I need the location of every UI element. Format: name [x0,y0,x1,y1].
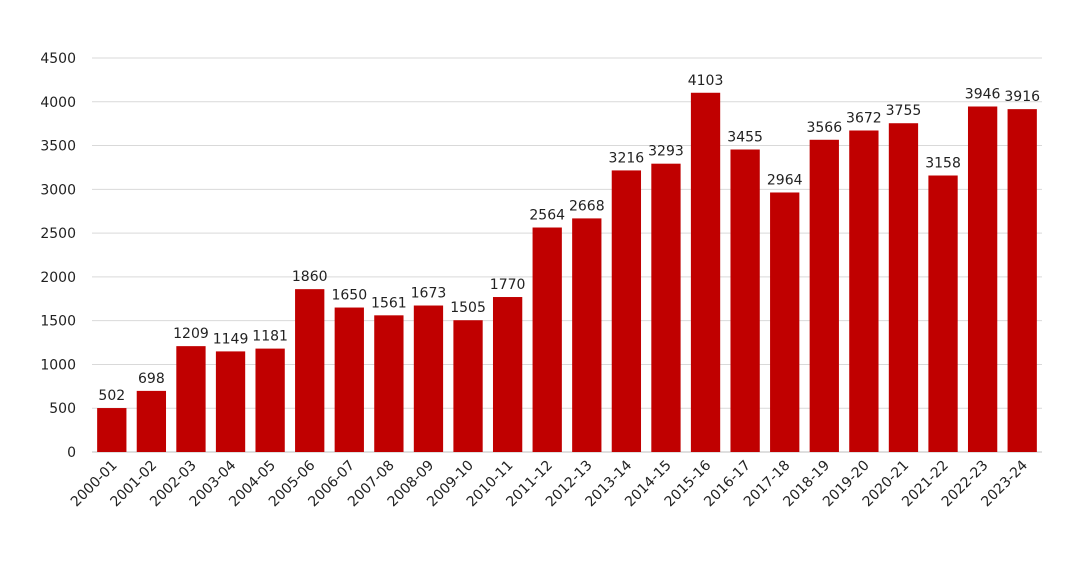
bar-2009-10 [453,320,483,452]
bars [97,92,1037,453]
bar-2007-08 [374,315,404,452]
y-tick-label-1000: 1000 [40,357,76,373]
data-label-2003-04: 1149 [213,331,249,347]
data-label-2011-12: 2564 [529,208,565,224]
data-label-2013-14: 3216 [609,150,645,166]
y-axis-ticks: 0 500 1000 1500 2000 2500 3000 3500 4000 4500 [40,51,76,461]
bar-2006-07 [334,307,364,452]
bar-2020-21 [888,123,919,453]
bar-2015-16 [690,92,721,452]
bar-2000-01 [97,408,127,452]
bar-2008-09 [413,305,444,452]
y-tick-label-500: 500 [49,401,76,417]
y-tick-label-4500: 4500 [40,51,76,67]
bar-2019-20 [849,130,879,452]
bar-2018-19 [809,139,839,452]
y-tick-label-4000: 4000 [40,95,76,111]
bar-2011-12 [532,227,562,452]
data-label-2002-03: 1209 [173,326,209,342]
data-label-2001-02: 698 [138,371,165,387]
data-label-2004-05: 1181 [252,329,288,345]
data-label-2022-23: 3946 [965,87,1001,103]
data-label-2014-15: 3293 [648,144,684,160]
data-label-2007-08: 1561 [371,295,407,311]
y-tick-label-0: 0 [67,445,76,461]
bar-2001-02 [136,390,167,452]
bar-2017-18 [770,192,800,452]
data-label-2019-20: 3672 [846,110,882,126]
data-label-2021-22: 3158 [925,155,961,171]
data-label-2000-01: 502 [98,388,125,404]
data-label-2017-18: 2964 [767,172,803,188]
data-label-2008-09: 1673 [411,286,447,302]
data-label-2015-16: 4103 [688,73,724,89]
data-label-2006-07: 1650 [331,288,367,304]
gridlines [92,57,1042,453]
data-label-2023-24: 3916 [1004,89,1040,105]
bar-2004-05 [255,348,285,452]
bar-2016-17 [730,149,760,453]
y-tick-label-1500: 1500 [40,314,76,330]
bar-2022-23 [967,106,998,453]
x-axis-ticks: 2000-012001-022002-032003-042004-052005-… [68,457,1031,510]
bar-2010-11 [492,297,523,452]
data-label-2010-11: 1770 [490,277,526,293]
bar-2002-03 [176,346,206,452]
data-label-2005-06: 1860 [292,269,328,285]
bar-2005-06 [295,289,325,452]
bar-2023-24 [1007,109,1037,452]
data-label-2018-19: 3566 [806,120,842,136]
y-tick-label-3000: 3000 [40,182,76,198]
y-tick-label-3500: 3500 [40,139,76,155]
bar-2014-15 [651,163,681,452]
data-label-2009-10: 1505 [450,300,486,316]
bar-2003-04 [215,351,246,452]
bar-2013-14 [611,170,642,452]
y-tick-label-2000: 2000 [40,270,76,286]
data-label-2020-21: 3755 [886,103,922,119]
data-label-2016-17: 3455 [727,129,763,145]
data-label-2012-13: 2668 [569,198,605,214]
bar-2012-13 [572,218,602,452]
y-tick-label-2500: 2500 [40,226,76,242]
bar-2021-22 [928,175,958,452]
